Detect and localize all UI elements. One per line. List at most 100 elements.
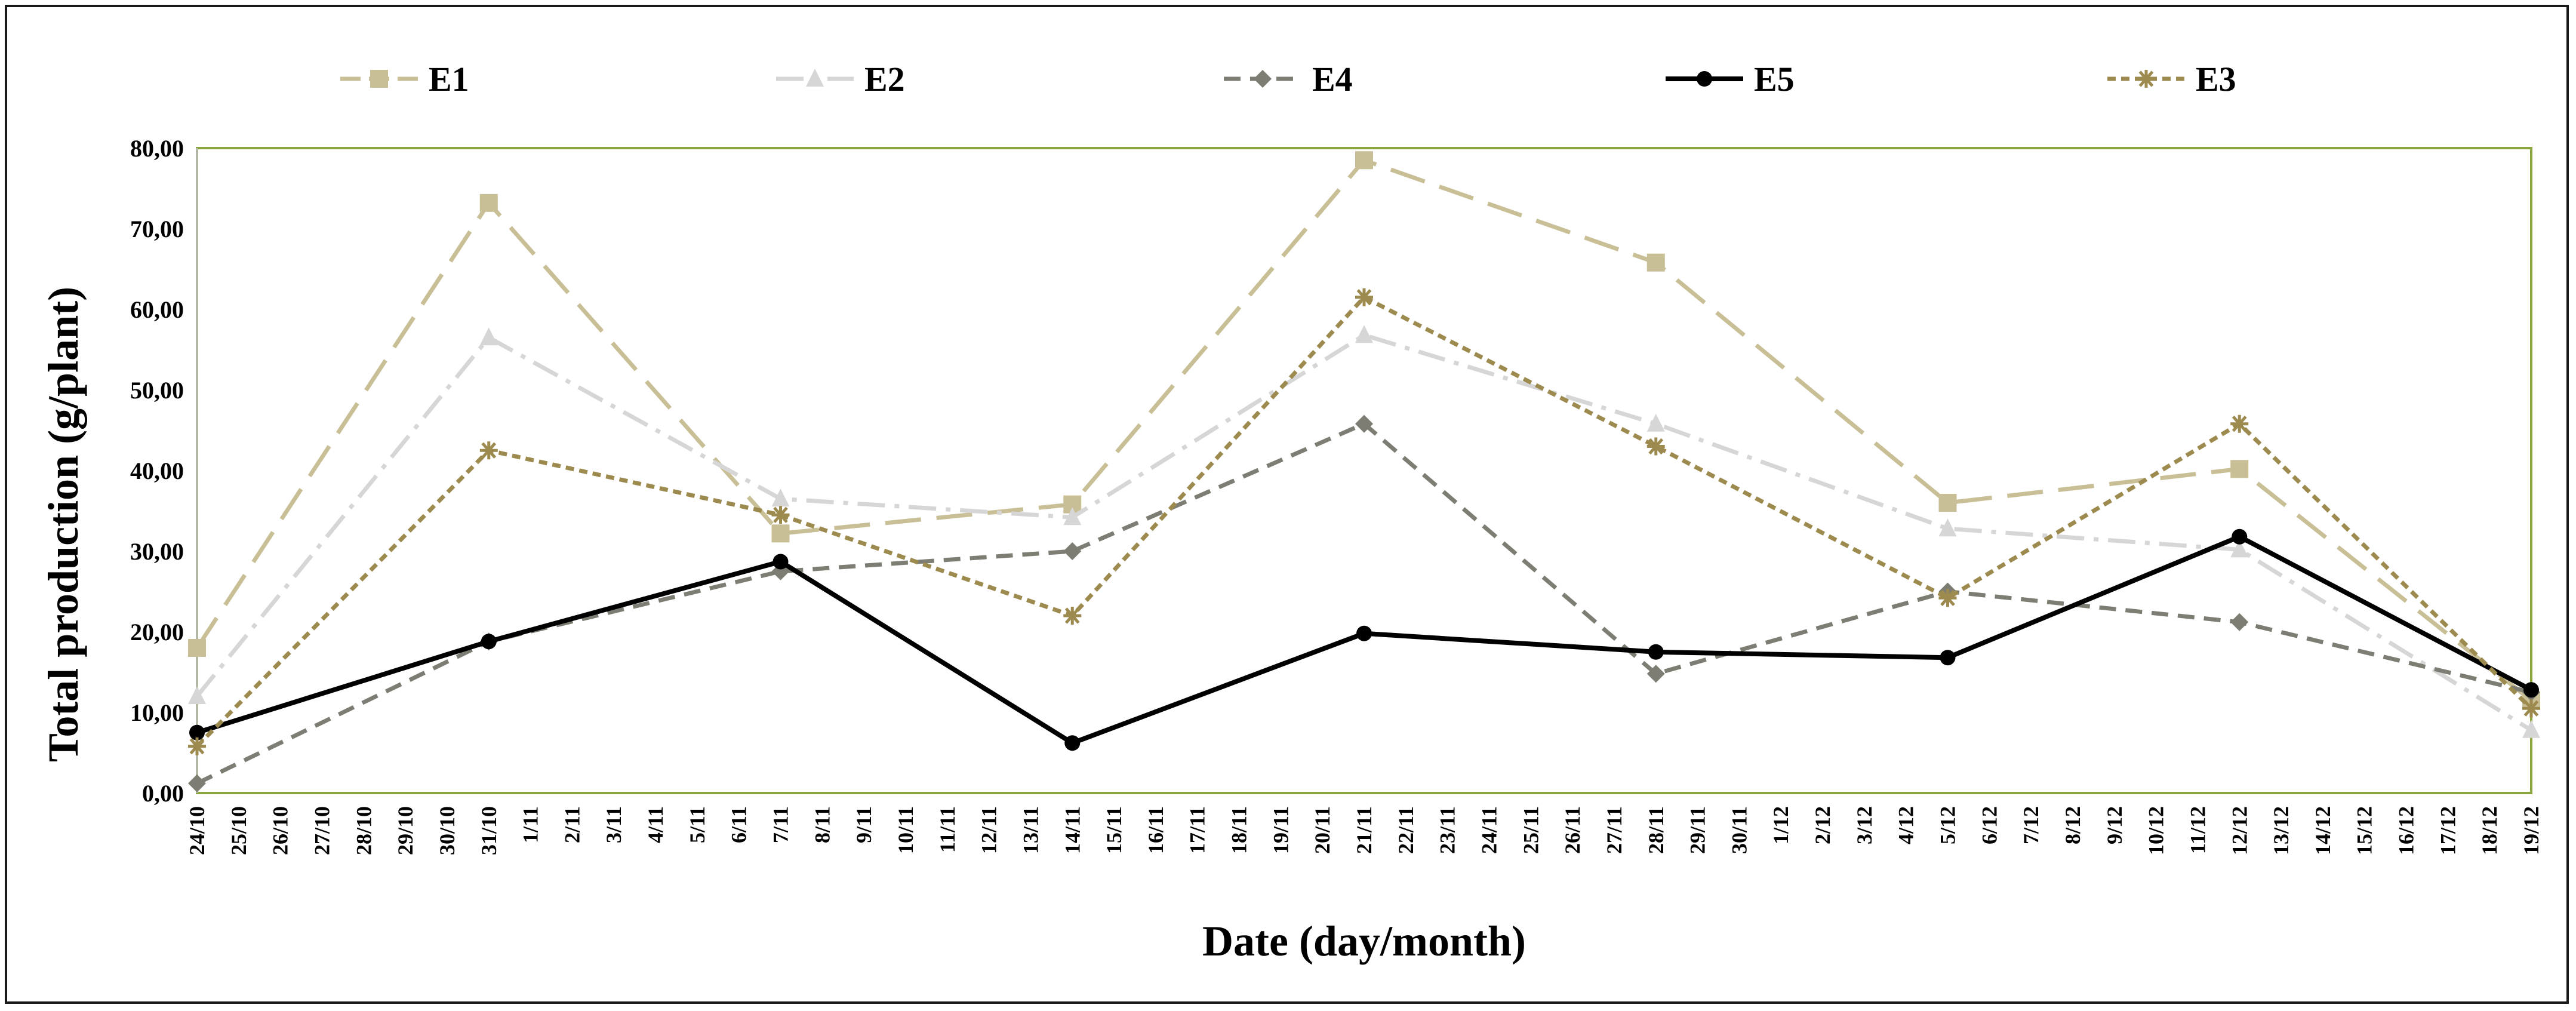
- x-tick-label: 11/11: [935, 806, 959, 853]
- x-tick-label: 20/11: [1310, 806, 1334, 854]
- y-tick-label: 10,00: [130, 699, 184, 726]
- data-point: [1355, 288, 1373, 306]
- y-tick-label: 20,00: [130, 619, 184, 646]
- y-tick-label: 60,00: [130, 296, 184, 323]
- x-tick-label: 10/11: [894, 806, 918, 854]
- data-point: [370, 70, 388, 88]
- data-point: [2230, 460, 2249, 478]
- x-tick-label: 30/10: [435, 806, 459, 855]
- data-point: [479, 327, 498, 346]
- series-e5: [189, 528, 2539, 751]
- data-point: [2522, 699, 2540, 718]
- x-tick-label: 13/12: [2269, 806, 2293, 855]
- chart-frame: [5, 5, 2569, 1004]
- data-point: [2232, 528, 2248, 545]
- x-axis: 24/10 25/10 26/10 27/10 28/10 29/10 30/10 31/10…: [185, 806, 2543, 855]
- data-point: [481, 634, 497, 650]
- series-line-e2: [195, 333, 2532, 732]
- data-point: [771, 488, 790, 507]
- data-point: [188, 737, 206, 755]
- x-tick-label: 3/11: [602, 806, 626, 843]
- x-tick-label: 1/11: [519, 806, 543, 843]
- x-tick-label: 4/12: [1894, 806, 1918, 844]
- data-point: [1646, 437, 1665, 456]
- x-tick-label: 26/11: [1561, 806, 1584, 854]
- legend-label: E2: [864, 60, 905, 99]
- legend-item-e1: E1: [340, 60, 469, 99]
- x-tick-label: 28/10: [352, 806, 376, 855]
- x-tick-label: 5/12: [1936, 806, 1960, 844]
- x-tick-label: 24/10: [185, 806, 209, 855]
- data-point: [2230, 414, 2249, 433]
- x-tick-label: 28/11: [1644, 806, 1668, 854]
- series-e3: [188, 288, 2540, 755]
- x-tick-label: 17/11: [1186, 806, 1209, 854]
- y-tick-label: 50,00: [130, 377, 184, 404]
- x-tick-label: 3/12: [1852, 806, 1876, 844]
- x-tick-label: 13/11: [1018, 806, 1042, 854]
- x-tick-label: 15/12: [2353, 806, 2377, 855]
- y-tick-label: 0,00: [142, 780, 184, 807]
- y-axis-title: Total production (g/plant): [39, 287, 87, 762]
- x-tick-label: 11/12: [2186, 806, 2209, 854]
- x-tick-label: 26/10: [269, 806, 293, 855]
- data-point: [1648, 644, 1664, 660]
- data-point: [806, 69, 824, 87]
- x-tick-label: 1/12: [1769, 806, 1793, 844]
- x-tick-label: 27/11: [1602, 806, 1626, 854]
- legend-label: E5: [1754, 60, 1795, 99]
- data-point: [188, 639, 206, 657]
- data-point: [771, 524, 790, 543]
- x-tick-label: 12/11: [977, 806, 1001, 854]
- legend-label: E3: [2196, 60, 2236, 99]
- x-tick-label: 2/12: [1811, 806, 1835, 844]
- legend-label: E4: [1312, 60, 1353, 99]
- x-tick-label: 16/11: [1144, 806, 1168, 854]
- data-point: [479, 193, 498, 212]
- legend-item-e5: E5: [1666, 60, 1795, 99]
- x-tick-label: 10/12: [2144, 806, 2168, 855]
- y-tick-label: 40,00: [130, 457, 184, 484]
- data-point: [1063, 607, 1082, 625]
- x-tick-label: 25/11: [1519, 806, 1543, 854]
- x-tick-label: 27/10: [310, 806, 334, 855]
- x-tick-label: 14/12: [2311, 806, 2335, 855]
- data-point: [1356, 625, 1372, 641]
- data-point: [188, 774, 206, 792]
- data-point: [1063, 507, 1082, 526]
- legend: E1 E2 E4 E5 E3: [340, 60, 2236, 99]
- x-tick-label: 24/11: [1477, 806, 1501, 854]
- x-tick-label: 30/11: [1727, 806, 1751, 854]
- data-point: [2230, 613, 2249, 631]
- x-tick-label: 7/11: [769, 806, 793, 843]
- x-tick-label: 8/12: [2061, 806, 2085, 844]
- data-point: [189, 724, 205, 740]
- x-tick-label: 19/12: [2519, 806, 2543, 855]
- data-point: [1355, 151, 1373, 170]
- data-point: [771, 506, 790, 524]
- legend-label: E1: [429, 60, 469, 99]
- data-point: [1938, 589, 1957, 607]
- data-point: [1938, 518, 1957, 537]
- x-tick-label: 14/11: [1060, 806, 1084, 854]
- x-tick-label: 8/11: [810, 806, 834, 843]
- data-point: [1940, 650, 1956, 666]
- y-tick-label: 70,00: [130, 216, 184, 242]
- data-point: [1355, 325, 1373, 343]
- data-point: [2523, 682, 2539, 698]
- x-tick-label: 25/10: [227, 806, 251, 855]
- legend-item-e2: E2: [776, 60, 905, 99]
- x-tick-label: 21/11: [1352, 806, 1376, 854]
- series-e2: [188, 325, 2540, 738]
- x-tick-label: 6/12: [1977, 806, 2001, 844]
- data-point: [2522, 720, 2540, 738]
- data-point: [773, 554, 789, 570]
- x-tick-label: 5/11: [685, 806, 709, 843]
- data-point: [2230, 539, 2249, 558]
- x-tick-label: 29/11: [1686, 806, 1710, 854]
- y-axis: 0,00 10,00 20,00 30,00 40,00 50,00 60,00 70,00 8…: [130, 135, 198, 807]
- legend-item-e4: E4: [1224, 60, 1353, 99]
- data-point: [479, 441, 498, 460]
- y-tick-label: 30,00: [130, 538, 184, 565]
